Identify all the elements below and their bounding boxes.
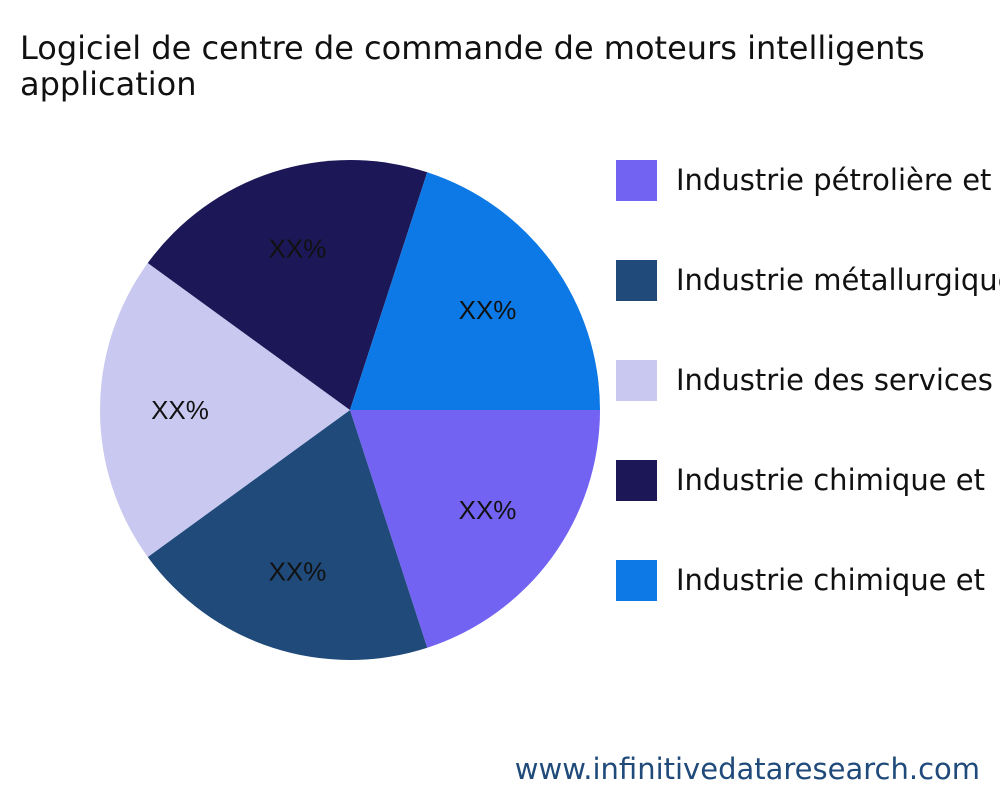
legend-label: Industrie métallurgique xyxy=(676,263,1000,297)
legend-swatch xyxy=(616,259,657,301)
legend-label: Industrie chimique et xyxy=(676,463,985,497)
legend-swatch xyxy=(616,160,657,201)
slice-label: XX% xyxy=(459,295,517,325)
chart-title: Logiciel de centre de commande de moteur… xyxy=(20,30,1000,102)
chart-title-line-2: application xyxy=(20,65,197,102)
legend-label: Industrie chimique et xyxy=(676,563,985,597)
legend-swatch xyxy=(616,359,657,401)
source-url: www.infinitivedataresearch.com xyxy=(514,752,980,786)
pie-slice xyxy=(350,172,600,410)
chart-title-line-1: Logiciel de centre de commande de moteur… xyxy=(20,30,925,67)
chart-legend: Industrie pétrolière et Industrie métall… xyxy=(616,160,1000,660)
legend-label: Industrie des services xyxy=(676,363,993,397)
legend-item: Industrie chimique et xyxy=(616,459,1000,501)
pie-slice xyxy=(147,160,428,410)
slice-label: XX% xyxy=(269,557,327,587)
legend-item: Industrie pétrolière et xyxy=(616,160,1000,201)
slice-label: XX% xyxy=(459,495,517,525)
pie-chart: XX% XX% XX% XX% XX% xyxy=(100,160,600,660)
legend-item: Industrie chimique et xyxy=(616,559,1000,601)
legend-label: Industrie pétrolière et xyxy=(676,163,992,197)
slice-label: XX% xyxy=(269,233,327,263)
pie-slice xyxy=(147,410,428,660)
slice-label: XX% xyxy=(151,395,209,425)
legend-item: Industrie des services xyxy=(616,359,1000,401)
legend-item: Industrie métallurgique xyxy=(616,259,1000,301)
legend-swatch xyxy=(616,459,657,501)
pie-slice xyxy=(100,263,350,557)
legend-swatch xyxy=(616,559,657,601)
pie-slice xyxy=(350,410,600,648)
